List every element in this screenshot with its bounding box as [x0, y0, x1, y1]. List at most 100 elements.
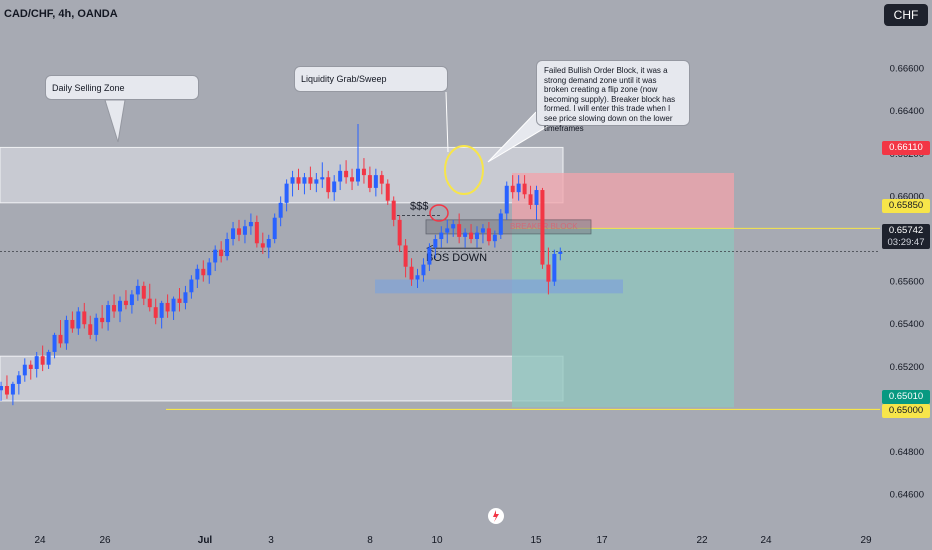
candle-body	[70, 319, 75, 329]
x-tick-label: 8	[367, 535, 373, 546]
candle-body	[350, 177, 355, 182]
entry-price-label: 0.65850	[882, 199, 930, 213]
candle-body	[147, 298, 152, 308]
order-block-highlight	[429, 204, 449, 222]
candle-body	[207, 262, 212, 276]
candle-body	[558, 251, 563, 254]
candle-body	[189, 279, 194, 293]
y-tick-label: 0.65600	[890, 277, 924, 288]
candle-body	[516, 183, 521, 193]
x-tick-label: 24	[760, 535, 772, 546]
candle-body	[385, 183, 390, 201]
candle-body	[427, 247, 432, 265]
candle-body	[409, 266, 414, 280]
stop-price-label: 0.66110	[882, 141, 930, 155]
current-price-label: 0.65742	[882, 224, 930, 237]
daily-zone-callout[interactable]: Daily Selling Zone	[45, 75, 199, 100]
candle-body	[451, 224, 456, 229]
bos-target-zone	[375, 279, 623, 294]
candle-body	[153, 307, 158, 318]
x-tick-label: 15	[530, 535, 542, 546]
breaker-block-zone	[425, 219, 592, 235]
y-tick-label: 0.66400	[890, 106, 924, 117]
candle-body	[469, 232, 474, 240]
countdown-label: 03:29:47	[882, 237, 930, 249]
candle-body	[457, 224, 462, 237]
candle-body	[296, 177, 301, 184]
x-tick-label: 17	[596, 535, 608, 546]
candle-body	[314, 179, 319, 184]
x-tick-label: 3	[268, 535, 274, 546]
candle-body	[231, 228, 236, 240]
candle-body	[183, 292, 188, 303]
candle-body	[546, 264, 551, 282]
candle-body	[159, 302, 164, 318]
x-tick-label: 24	[34, 535, 46, 546]
candle-body	[332, 181, 337, 193]
candle-body	[141, 285, 146, 299]
candle-body	[46, 351, 51, 365]
candle-body	[213, 249, 218, 263]
candle-body	[94, 317, 99, 335]
chart-title: CAD/CHF, 4h, OANDA	[4, 8, 118, 20]
candle-body	[254, 221, 259, 244]
candle-body	[10, 383, 15, 395]
x-tick-label: Jul	[198, 535, 213, 546]
candle-body	[165, 302, 170, 312]
candle-body	[290, 177, 295, 184]
candle-body	[225, 239, 230, 257]
liquidity-pointer	[445, 91, 449, 153]
candle-body	[504, 185, 509, 214]
x-tick-label: 26	[99, 535, 111, 546]
liquidity-dollars-label: $$$	[410, 201, 428, 213]
price-axis-panel	[880, 0, 932, 550]
candle-body	[510, 185, 515, 193]
candle-body	[100, 317, 105, 323]
daily-zone-callout-tail	[104, 99, 126, 143]
candle-body	[534, 190, 539, 205]
candle-body	[219, 249, 224, 257]
note-callout[interactable]: Failed Bullish Order Block, it was a str…	[536, 60, 690, 133]
bos-down-label: BOS DOWN	[426, 252, 487, 264]
y-tick-label: 0.64800	[890, 447, 924, 458]
candle-body	[492, 234, 497, 242]
candle-body	[52, 334, 57, 352]
candle-body	[552, 253, 557, 282]
candle-body	[480, 228, 485, 233]
candle-body	[266, 239, 271, 248]
candle-body	[397, 219, 402, 246]
liquidity-sweep-highlight	[444, 145, 484, 195]
candle-body	[522, 183, 527, 195]
candle-body	[242, 226, 247, 235]
daily-zone-callout-text: Daily Selling Zone	[52, 83, 125, 93]
candle-body	[308, 177, 313, 184]
candle-body	[361, 168, 366, 176]
candle-body	[421, 264, 426, 276]
demand-zone	[0, 355, 564, 402]
candle-body	[475, 232, 479, 240]
candle-body	[28, 364, 33, 369]
x-tick-label: 10	[431, 535, 443, 546]
candle-body	[284, 183, 289, 203]
candle-body	[338, 170, 343, 182]
logo-bolt-icon	[493, 510, 499, 522]
candle-body	[540, 190, 545, 265]
candle-body	[403, 245, 408, 267]
candle-body	[439, 232, 444, 240]
candle-body	[302, 177, 307, 184]
candle-body	[272, 217, 277, 240]
x-tick-label: 29	[860, 535, 872, 546]
candle-body	[528, 194, 533, 205]
candle-body	[391, 200, 396, 220]
candle-body	[463, 232, 468, 237]
level-price-label: 0.65000	[882, 404, 930, 418]
candle-body	[82, 311, 87, 325]
currency-badge[interactable]: CHF	[884, 4, 928, 26]
candle-body	[58, 334, 63, 344]
x-tick-label: 22	[696, 535, 708, 546]
candle-body	[123, 300, 128, 306]
liquidity-callout[interactable]: Liquidity Grab/Sweep	[294, 66, 448, 92]
candle-body	[129, 294, 134, 306]
